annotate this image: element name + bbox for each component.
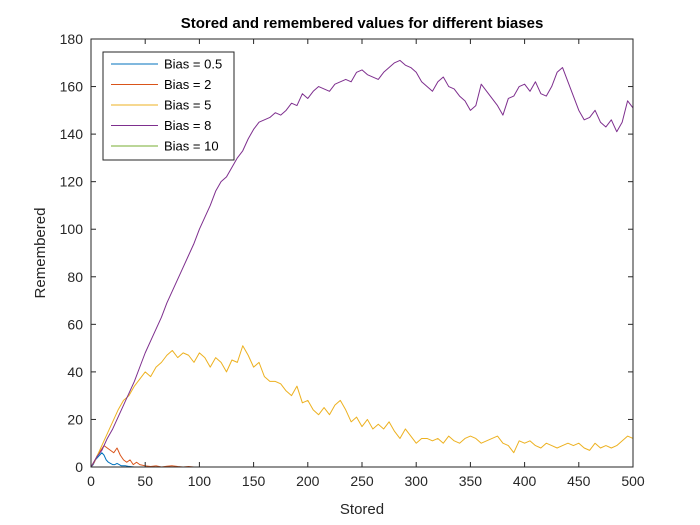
legend-label: Bias = 5 [164,98,211,113]
x-axis-label: Stored [340,501,384,518]
x-tick-label: 100 [188,473,212,489]
x-tick-label: 500 [621,473,645,489]
legend-label: Bias = 10 [164,139,219,154]
x-tick-label: 250 [350,473,374,489]
y-tick-label: 100 [60,221,84,237]
y-tick-label: 140 [60,126,84,142]
legend-label: Bias = 0.5 [164,57,222,72]
series-line-1 [90,452,135,468]
y-tick-label: 160 [60,79,84,95]
x-tick-label: 350 [459,473,483,489]
y-tick-label: 120 [60,174,84,190]
y-tick-label: 60 [67,316,83,332]
y-tick-label: 180 [60,31,84,47]
legend-label: Bias = 8 [164,118,211,133]
series-line-2 [90,445,195,468]
x-tick-label: 300 [405,473,429,489]
legend: Bias = 0.5 Bias = 2 Bias = 5 Bias = 8 Bias =… [102,51,235,161]
x-tick-label: 450 [567,473,591,489]
series-line-3 [90,345,634,468]
x-tick-label: 50 [137,473,153,489]
y-tick-label: 20 [67,411,83,427]
y-tick-label: 40 [67,364,83,380]
series-layer [90,59,634,468]
axes-layer: 0 50 100 150 200 250 300 350 400 450 500 0 20 40 60 80 1… [60,31,645,489]
legend-box [102,51,235,161]
x-tick-label: 150 [242,473,266,489]
legend-label: Bias = 2 [164,77,211,92]
series-line-4 [90,59,634,468]
x-tick-label: 0 [87,473,95,489]
y-axis-label: Remembered [32,208,49,299]
y-tick-label: 80 [67,269,83,285]
chart-title: Stored and remembered values for differe… [181,15,544,32]
x-tick-label: 200 [296,473,320,489]
x-tick-label: 400 [513,473,537,489]
y-tick-label: 0 [75,459,83,475]
